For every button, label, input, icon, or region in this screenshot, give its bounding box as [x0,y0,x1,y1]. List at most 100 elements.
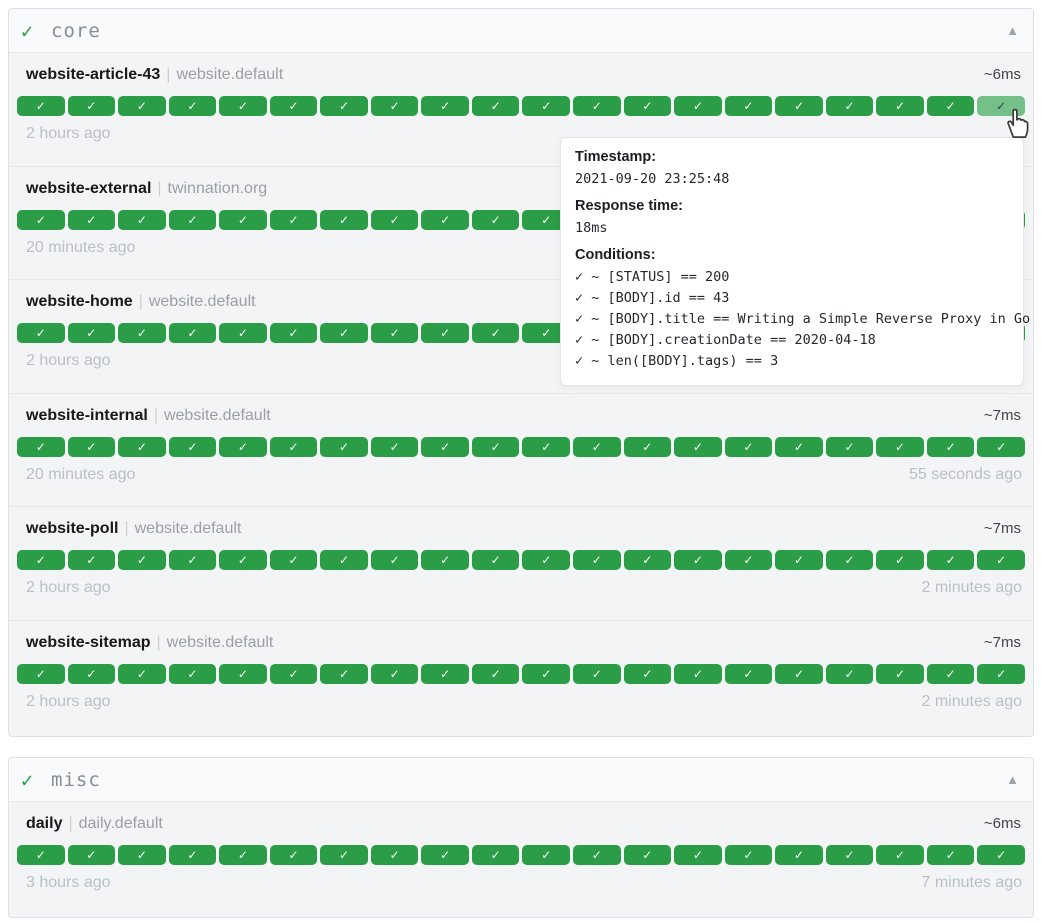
status-badge[interactable]: ✓ [724,663,773,684]
collapse-arrow-icon[interactable]: ▲ [1006,23,1019,38]
status-badge[interactable]: ✓ [471,209,520,230]
status-badge[interactable]: ✓ [876,550,924,570]
status-badge[interactable]: ✓ [724,845,773,865]
status-badge[interactable]: ✓ [17,663,65,684]
status-badge[interactable]: ✓ [522,436,571,457]
status-badge[interactable]: ✓ [522,663,571,684]
status-badge[interactable]: ✓ [623,436,672,457]
status-badge[interactable]: ✓ [573,96,621,116]
status-badge[interactable]: ✓ [421,209,469,230]
status-badge[interactable]: ✓ [471,550,520,570]
status-badge[interactable]: ✓ [471,436,520,457]
status-badge[interactable]: ✓ [825,663,874,684]
status-badge[interactable]: ✓ [168,323,217,343]
status-badge[interactable]: ✓ [977,550,1025,570]
status-badge[interactable]: ✓ [269,209,318,230]
status-badge[interactable]: ✓ [17,209,65,230]
status-badge[interactable]: ✓ [421,323,469,343]
status-badge[interactable]: ✓ [370,96,419,116]
status-badge[interactable]: ✓ [825,845,874,865]
status-badge[interactable]: ✓ [471,96,520,116]
status-badge[interactable]: ✓ [219,436,267,457]
status-badge[interactable]: ✓ [67,550,116,570]
status-badge[interactable]: ✓ [674,845,722,865]
status-badge[interactable]: ✓ [674,436,722,457]
status-badge[interactable]: ✓ [825,550,874,570]
status-badge[interactable]: ✓ [219,323,267,343]
status-badge[interactable]: ✓ [471,845,520,865]
status-badge[interactable]: ✓ [269,323,318,343]
status-badge[interactable]: ✓ [370,323,419,343]
status-badge[interactable]: ✓ [977,436,1025,457]
status-badge[interactable]: ✓ [573,550,621,570]
status-badge[interactable]: ✓ [471,323,520,343]
status-badge[interactable]: ✓ [522,323,571,343]
status-badge[interactable]: ✓ [522,845,571,865]
status-badge[interactable]: ✓ [118,323,166,343]
status-badge[interactable]: ✓ [876,436,924,457]
status-badge[interactable]: ✓ [219,96,267,116]
status-badge[interactable]: ✓ [269,436,318,457]
status-badge[interactable]: ✓ [17,323,65,343]
status-badge[interactable]: ✓ [269,845,318,865]
status-badge[interactable]: ✓ [522,96,571,116]
status-badge[interactable]: ✓ [67,96,116,116]
status-badge[interactable]: ✓ [775,550,823,570]
status-badge[interactable]: ✓ [471,663,520,684]
status-badge[interactable]: ✓ [977,845,1025,865]
status-badge[interactable]: ✓ [724,550,773,570]
status-badge[interactable]: ✓ [67,845,116,865]
status-badge[interactable]: ✓ [573,663,621,684]
status-badge[interactable]: ✓ [320,96,368,116]
status-badge[interactable]: ✓ [370,845,419,865]
status-badge[interactable]: ✓ [168,209,217,230]
status-badge[interactable]: ✓ [370,436,419,457]
status-badge[interactable]: ✓ [522,209,571,230]
status-badge[interactable]: ✓ [67,436,116,457]
status-badge[interactable]: ✓ [17,436,65,457]
status-badge[interactable]: ✓ [320,550,368,570]
status-badge[interactable]: ✓ [118,96,166,116]
status-badge[interactable]: ✓ [623,663,672,684]
status-badge[interactable]: ✓ [724,436,773,457]
status-badge[interactable]: ✓ [674,96,722,116]
status-badge[interactable]: ✓ [775,96,823,116]
status-badge[interactable]: ✓ [168,663,217,684]
status-badge[interactable]: ✓ [573,845,621,865]
status-badge[interactable]: ✓ [421,96,469,116]
status-badge[interactable]: ✓ [926,663,975,684]
status-badge[interactable]: ✓ [17,845,65,865]
status-badge[interactable]: ✓ [370,209,419,230]
status-badge[interactable]: ✓ [219,550,267,570]
status-badge[interactable]: ✓ [17,96,65,116]
status-badge[interactable]: ✓ [573,436,621,457]
status-badge[interactable]: ✓ [775,845,823,865]
status-badge[interactable]: ✓ [421,845,469,865]
status-badge[interactable]: ✓ [320,209,368,230]
status-badge[interactable]: ✓ [320,845,368,865]
status-badge[interactable]: ✓ [775,663,823,684]
status-badge[interactable]: ✓ [724,96,773,116]
status-badge[interactable]: ✓ [825,436,874,457]
status-badge[interactable]: ✓ [876,663,924,684]
status-badge[interactable]: ✓ [118,209,166,230]
status-badge[interactable]: ✓ [168,436,217,457]
status-badge[interactable]: ✓ [269,550,318,570]
status-badge[interactable]: ✓ [421,550,469,570]
status-badge[interactable]: ✓ [320,663,368,684]
status-badge[interactable]: ✓ [421,436,469,457]
status-badge[interactable]: ✓ [825,96,874,116]
status-badge[interactable]: ✓ [168,96,217,116]
status-badge[interactable]: ✓ [269,663,318,684]
status-badge[interactable]: ✓ [926,845,975,865]
status-badge[interactable]: ✓ [926,436,975,457]
collapse-arrow-icon[interactable]: ▲ [1006,772,1019,787]
status-badge[interactable]: ✓ [219,845,267,865]
status-badge[interactable]: ✓ [623,845,672,865]
status-badge[interactable]: ✓ [370,663,419,684]
status-badge[interactable]: ✓ [623,96,672,116]
status-badge[interactable]: ✓ [168,550,217,570]
group-misc-header[interactable]: ✓ misc ▲ [9,758,1033,802]
group-core-header[interactable]: ✓ core ▲ [9,9,1033,53]
status-badge[interactable]: ✓ [67,323,116,343]
